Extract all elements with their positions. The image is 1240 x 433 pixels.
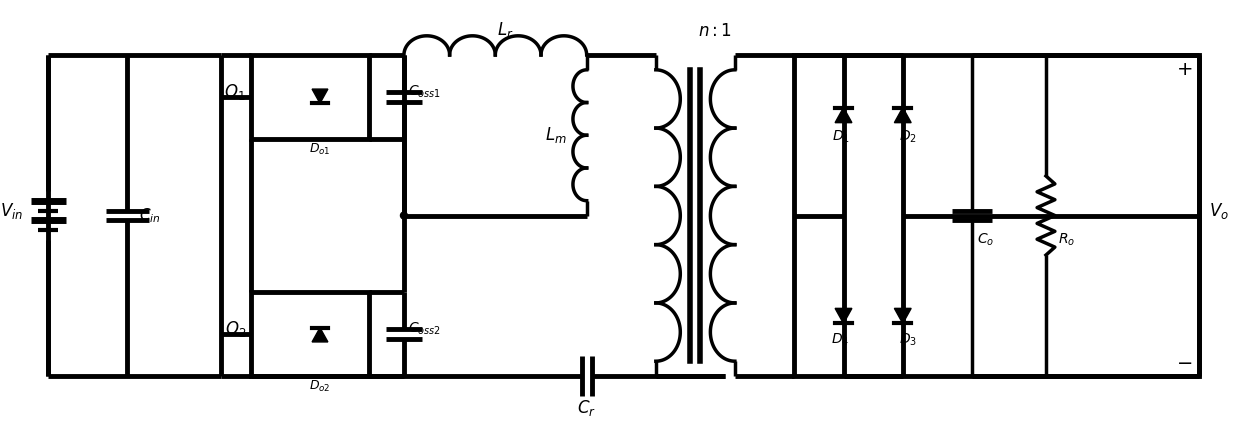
Text: $D_2$: $D_2$ [899,129,916,145]
Text: $n:1$: $n:1$ [698,22,732,40]
Text: $D_{o2}$: $D_{o2}$ [309,379,331,394]
Text: $D_3$: $D_3$ [899,332,916,348]
Text: $V_o$: $V_o$ [1209,200,1229,220]
Text: $C_{oss2}$: $C_{oss2}$ [408,321,441,337]
Text: $Q_2$: $Q_2$ [224,319,246,339]
Text: $C_r$: $C_r$ [577,398,596,418]
Text: $C_o$: $C_o$ [977,232,994,249]
Text: $C_{in}$: $C_{in}$ [139,206,161,225]
Text: $V_{in}$: $V_{in}$ [0,200,24,220]
Text: $Q_1$: $Q_1$ [224,82,246,102]
Circle shape [401,212,408,219]
Text: $D_4$: $D_4$ [831,332,849,348]
Text: $-$: $-$ [1177,352,1193,371]
Polygon shape [835,107,852,123]
Text: $L_r$: $L_r$ [497,20,513,40]
Text: $D_{o1}$: $D_{o1}$ [309,142,331,157]
Text: $R_o$: $R_o$ [1058,232,1075,249]
Polygon shape [835,308,852,323]
Bar [794,55,1199,376]
Bar [250,292,370,376]
Polygon shape [894,308,911,323]
Text: $L_m$: $L_m$ [546,125,567,145]
Polygon shape [894,107,911,123]
Text: $+$: $+$ [1176,60,1193,79]
Text: $D_1$: $D_1$ [832,129,849,145]
Bar [250,55,370,139]
Polygon shape [312,328,327,342]
Polygon shape [312,89,327,103]
Text: $C_{oss1}$: $C_{oss1}$ [408,84,441,100]
